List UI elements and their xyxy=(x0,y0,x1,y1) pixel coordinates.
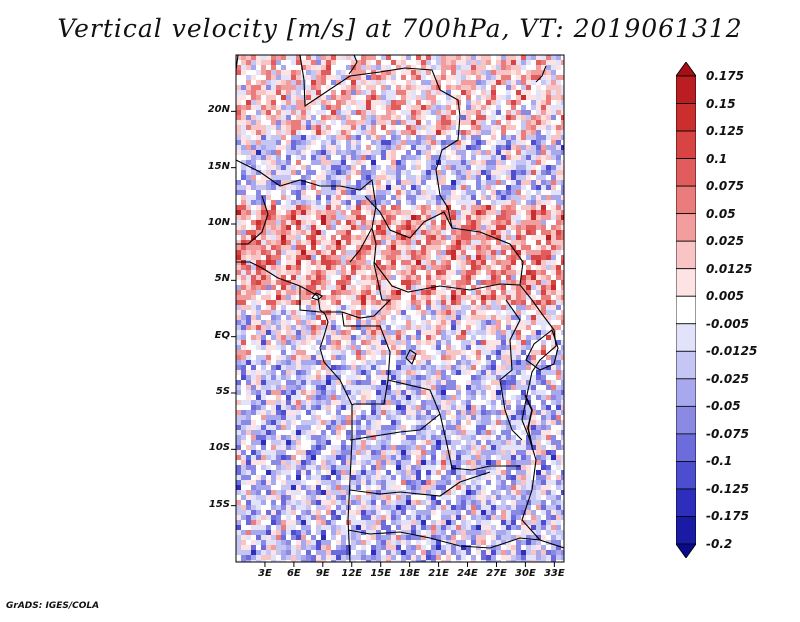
colorbar-segment xyxy=(676,406,696,434)
colorbar-segment xyxy=(676,324,696,352)
colorbar-label: 0.075 xyxy=(706,179,744,193)
lat-label: 15S xyxy=(194,499,230,510)
colorbar-label: -0.005 xyxy=(706,317,749,331)
grads-credit: GrADS: IGES/COLA xyxy=(6,601,99,611)
colorbar-segment xyxy=(676,516,696,544)
lon-label: 12E xyxy=(337,568,367,579)
lat-label: 10S xyxy=(194,442,230,453)
lon-label: 15E xyxy=(366,568,396,579)
lat-label: 15N xyxy=(194,161,230,172)
colorbar-label: -0.05 xyxy=(706,399,741,413)
lat-label: 10N xyxy=(194,217,230,228)
colorbar-segment xyxy=(676,214,696,242)
colorbar-label: -0.075 xyxy=(706,427,749,441)
colorbar-segment xyxy=(676,544,696,558)
lon-label: 33E xyxy=(539,568,569,579)
colorbar-segment xyxy=(676,241,696,269)
colorbar-segment xyxy=(676,104,696,132)
lon-label: 27E xyxy=(481,568,511,579)
colorbar-segment xyxy=(676,461,696,489)
colorbar-label: 0.005 xyxy=(706,289,744,303)
colorbar-label: -0.175 xyxy=(706,509,749,523)
velocity-field xyxy=(236,55,566,565)
colorbar-label: 0.125 xyxy=(706,124,744,138)
colorbar-segment xyxy=(676,489,696,517)
lon-label: 30E xyxy=(510,568,540,579)
colorbar-label: -0.1 xyxy=(706,454,732,468)
colorbar-segment xyxy=(676,76,696,104)
colorbar-label: 0.025 xyxy=(706,234,744,248)
colorbar-segment xyxy=(676,434,696,462)
lon-label: 18E xyxy=(395,568,425,579)
colorbar-segment xyxy=(676,159,696,187)
lat-label: 5N xyxy=(194,273,230,284)
lat-label: 5S xyxy=(194,386,230,397)
colorbar-label: 0.1 xyxy=(706,152,727,166)
colorbar-label: -0.0125 xyxy=(706,344,757,358)
colorbar-label: 0.05 xyxy=(706,207,736,221)
colorbar xyxy=(676,62,696,558)
colorbar-segment xyxy=(676,186,696,214)
lat-label: 20N xyxy=(194,104,230,115)
colorbar-label: -0.2 xyxy=(706,537,732,551)
colorbar-segment xyxy=(676,351,696,379)
colorbar-label: -0.125 xyxy=(706,482,749,496)
lon-label: 6E xyxy=(279,568,309,579)
colorbar-segment xyxy=(676,131,696,159)
lon-label: 9E xyxy=(308,568,338,579)
lon-label: 24E xyxy=(453,568,483,579)
colorbar-segment xyxy=(676,62,696,76)
colorbar-segment xyxy=(676,379,696,407)
lon-label: 3E xyxy=(250,568,280,579)
lat-label: EQ xyxy=(194,330,230,341)
colorbar-segment xyxy=(676,296,696,324)
colorbar-label: 0.175 xyxy=(706,69,744,83)
colorbar-segment xyxy=(676,269,696,297)
colorbar-label: 0.15 xyxy=(706,97,736,111)
colorbar-label: -0.025 xyxy=(706,372,749,386)
colorbar-label: 0.0125 xyxy=(706,262,752,276)
lon-label: 21E xyxy=(424,568,454,579)
